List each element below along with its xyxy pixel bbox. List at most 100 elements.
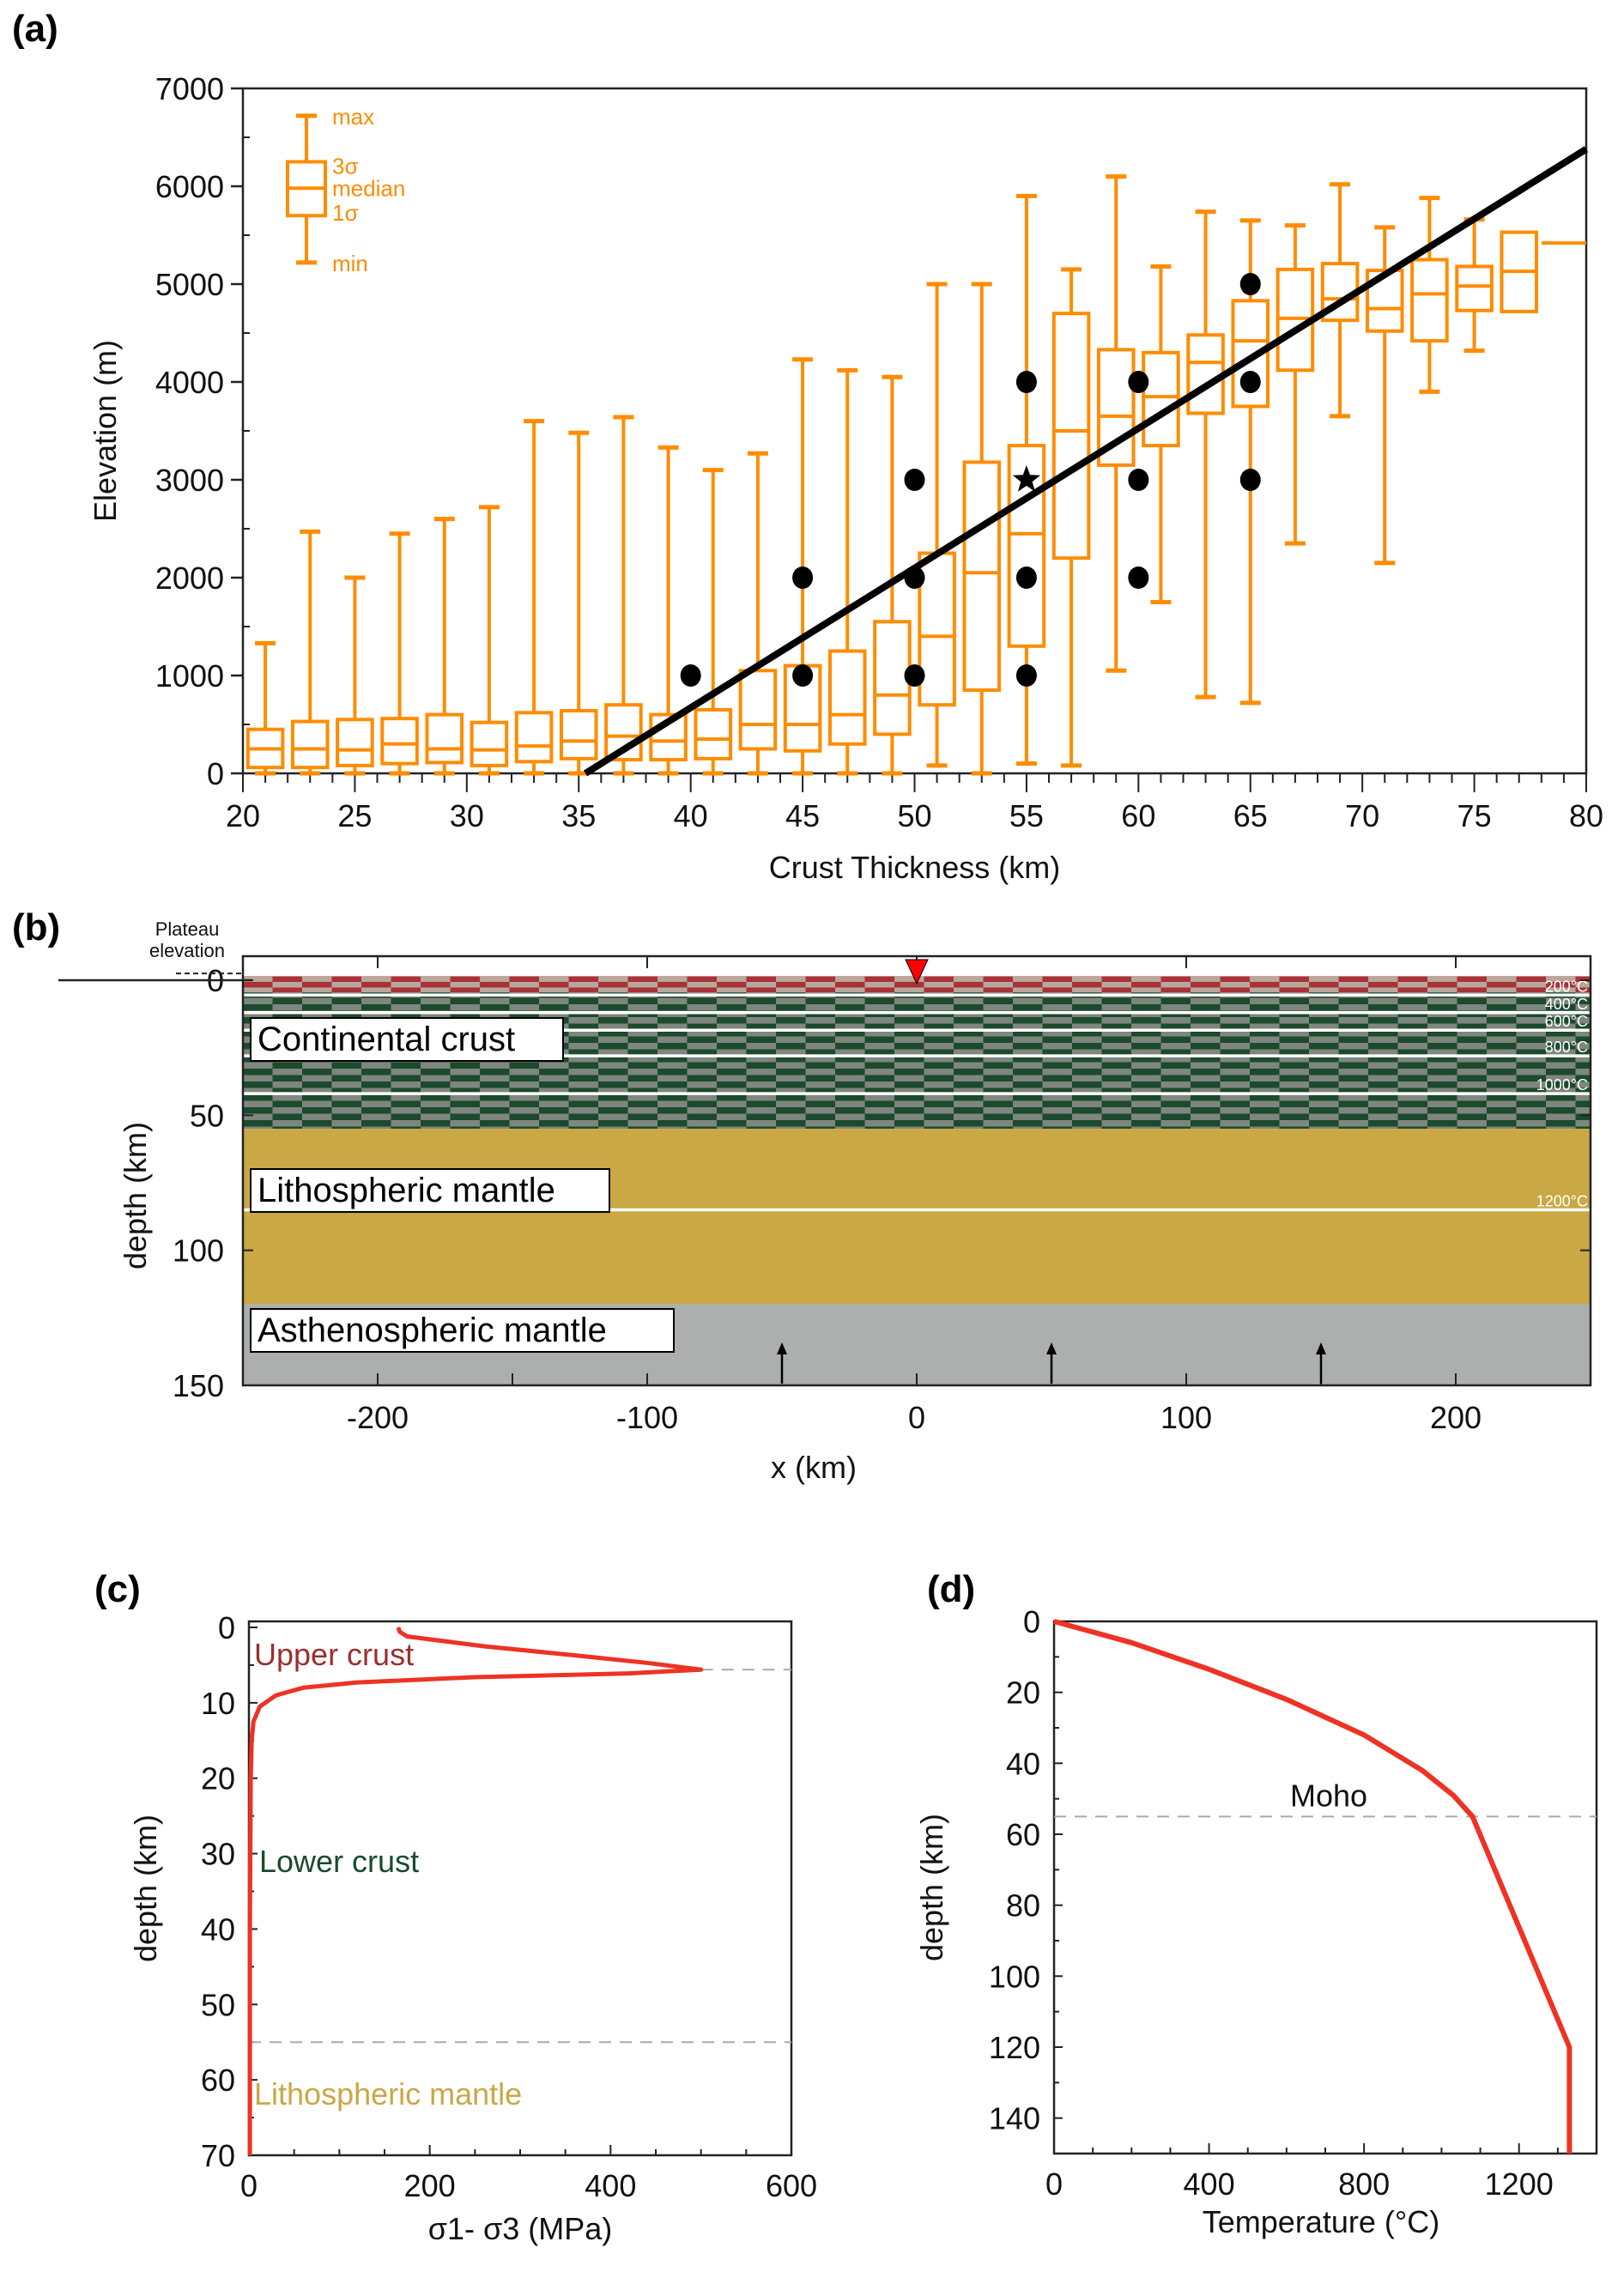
y-tick-label: 60 (201, 2063, 235, 2098)
inflow-arrow-head (1316, 1342, 1326, 1354)
box-1sigma-3sigma (649, 712, 688, 762)
isotherm-label: 800°C (1545, 1039, 1588, 1056)
y-tick-label: 0 (207, 756, 224, 791)
box-plot (1007, 193, 1046, 766)
x-tick-label: 25 (337, 798, 372, 833)
x-tick-label: 70 (1345, 798, 1379, 833)
box-1sigma-3sigma (918, 551, 956, 707)
x-tick-label: 45 (785, 798, 820, 833)
data-point (1128, 566, 1149, 589)
star-point (1012, 465, 1041, 492)
x-tick-label: 30 (450, 798, 484, 833)
x-tick-label: 40 (674, 798, 708, 833)
panel-label-c: (c) (94, 1568, 141, 1610)
x-tick-label: 60 (1121, 798, 1155, 833)
box-1sigma-3sigma (738, 669, 778, 751)
y-tick-label: 0 (1023, 1604, 1040, 1639)
box-1sigma-3sigma (336, 718, 374, 767)
box-1sigma-3sigma (827, 649, 867, 746)
x-tick-label: 0 (908, 1400, 925, 1435)
box-plot (1142, 264, 1180, 604)
y-tick-label: 70 (201, 2138, 235, 2173)
box-1sigma-3sigma (290, 719, 330, 770)
layer-label-box (250, 1017, 564, 1062)
box-plot (1186, 209, 1225, 700)
y-tick-label: 100 (989, 1959, 1040, 1994)
layer-label-box (250, 1168, 610, 1213)
y-tick-label: 4000 (155, 365, 224, 400)
panel-label-b: (b) (12, 906, 60, 948)
y-tick-label: 140 (989, 2101, 1040, 2136)
y-tick-label: 60 (1006, 1817, 1040, 1852)
box-plot (1365, 225, 1404, 566)
x-axis-title: Crust Thickness (km) (769, 850, 1060, 885)
x-tick-label: -100 (616, 1400, 678, 1435)
x-tick-label: 20 (226, 798, 260, 833)
box-1sigma-3sigma (1365, 269, 1404, 333)
region-label-lithospheric-mantle: Lithospheric mantle (254, 2076, 522, 2111)
box-plot (783, 357, 822, 776)
panel-a-elevation-vs-thickness: 0 1000 2000 3000 4000 5000 6000 7000 20 25 30 35 40 4… (88, 71, 1603, 885)
box-plot (827, 367, 867, 776)
plateau-label-line1: Plateau (155, 918, 220, 940)
x-tick-label: 200 (1430, 1400, 1482, 1435)
box-1sigma-3sigma (559, 709, 598, 760)
data-point (1128, 469, 1149, 491)
box-plot (918, 282, 956, 768)
x-tick-label: -200 (347, 1400, 409, 1435)
inflow-arrow-head (777, 1342, 787, 1354)
box-plot (1096, 174, 1136, 673)
geotherm-line (1053, 1619, 1572, 2154)
y-axis-title: Elevation (m) (88, 340, 123, 522)
layer-lithospheric-mantle (243, 1129, 1591, 1305)
box-plot (290, 529, 330, 776)
box-plot (1500, 230, 1539, 313)
data-point (792, 566, 814, 589)
box-1sigma-3sigma (604, 703, 643, 762)
box-plot (380, 531, 419, 776)
box-1sigma-3sigma (380, 717, 419, 766)
box-1sigma-3sigma (1186, 333, 1225, 415)
data-point (1015, 664, 1037, 687)
x-tick-label: 50 (897, 798, 931, 833)
box-1sigma-3sigma (694, 707, 733, 760)
isotherm-label: 400°C (1545, 996, 1588, 1013)
x-tick-label: 75 (1457, 798, 1492, 833)
y-tick-label: 1000 (155, 658, 224, 694)
box-plot (694, 468, 733, 776)
box-plot (604, 415, 643, 776)
isotherm-label: 200°C (1545, 978, 1588, 995)
y-tick-label: 5000 (155, 267, 224, 302)
box-1sigma-3sigma (514, 711, 554, 764)
data-point (904, 566, 925, 589)
x-tick-label: 1200 (1485, 2166, 1554, 2202)
plot-frame (247, 1620, 793, 2157)
box-plot (470, 505, 509, 776)
x-tick-label: 400 (1184, 2166, 1235, 2202)
data-point (680, 664, 701, 687)
x-tick-label: 400 (585, 2168, 636, 2203)
data-point (1015, 371, 1037, 393)
box-1sigma-3sigma (1410, 257, 1449, 343)
legend-label-3: 1σ (332, 200, 359, 226)
y-tick-label: 10 (201, 1686, 235, 1721)
x-tick-label: 55 (1009, 798, 1044, 833)
y-tick-label: 40 (201, 1912, 235, 1947)
box-plot (1051, 267, 1091, 768)
isotherm-label: 1200°C (1536, 1192, 1588, 1209)
x-tick-label: 0 (240, 2168, 258, 2203)
box-plot (245, 640, 285, 776)
box-1sigma-3sigma (873, 620, 912, 736)
y-axis-title: depth (km) (128, 1815, 163, 1962)
x-tick-label: 0 (1045, 2166, 1063, 2202)
layer-label: Lithospheric mantle (258, 1172, 555, 1209)
box-plot (514, 419, 554, 776)
box-1sigma-3sigma (962, 460, 1002, 693)
box-1sigma-3sigma (425, 712, 464, 765)
isotherm-label: 600°C (1545, 1013, 1588, 1030)
x-tick-label: 35 (561, 798, 596, 833)
